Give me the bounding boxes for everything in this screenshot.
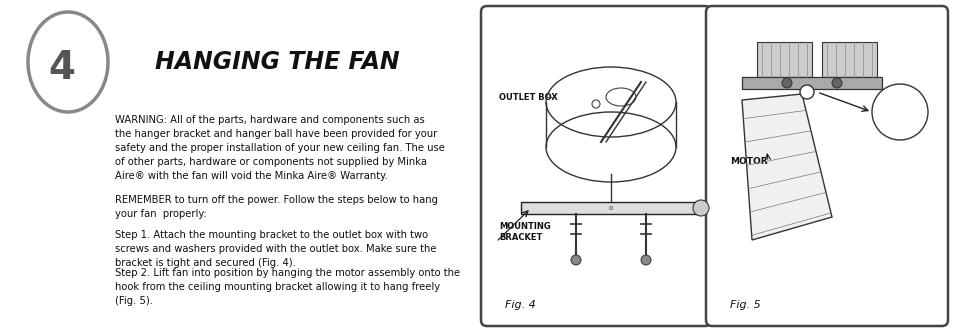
Text: o: o — [608, 205, 613, 211]
Text: Fig. 5: Fig. 5 — [729, 300, 760, 310]
Text: REMEMBER to turn off the power. Follow the steps below to hang
your fan  properl: REMEMBER to turn off the power. Follow t… — [115, 195, 437, 219]
Text: Step 1. Attach the mounting bracket to the outlet box with two
screws and washer: Step 1. Attach the mounting bracket to t… — [115, 230, 436, 268]
Circle shape — [831, 78, 841, 88]
Polygon shape — [741, 94, 831, 240]
Text: Fig. 4: Fig. 4 — [504, 300, 536, 310]
Text: Step 2. Lift fan into position by hanging the motor assembly onto the
hook from : Step 2. Lift fan into position by hangin… — [115, 268, 459, 306]
Text: 4: 4 — [49, 49, 75, 87]
Ellipse shape — [546, 113, 675, 181]
Bar — [757, 42, 811, 77]
Bar — [741, 77, 882, 89]
FancyBboxPatch shape — [705, 6, 947, 326]
Circle shape — [692, 200, 708, 216]
Circle shape — [800, 85, 813, 99]
Text: MOTOR: MOTOR — [729, 157, 767, 166]
Circle shape — [640, 255, 650, 265]
Circle shape — [871, 84, 927, 140]
Circle shape — [571, 255, 580, 265]
Text: MOUNTING
BRACKET: MOUNTING BRACKET — [498, 222, 550, 242]
Bar — [520, 202, 700, 214]
Circle shape — [781, 78, 791, 88]
Text: WARNING: All of the parts, hardware and components such as
the hanger bracket an: WARNING: All of the parts, hardware and … — [115, 115, 444, 181]
Text: OUTLET BOX: OUTLET BOX — [498, 92, 558, 102]
Bar — [546, 102, 675, 147]
Text: HANGING THE FAN: HANGING THE FAN — [154, 50, 399, 74]
Bar — [821, 42, 876, 77]
FancyBboxPatch shape — [480, 6, 710, 326]
